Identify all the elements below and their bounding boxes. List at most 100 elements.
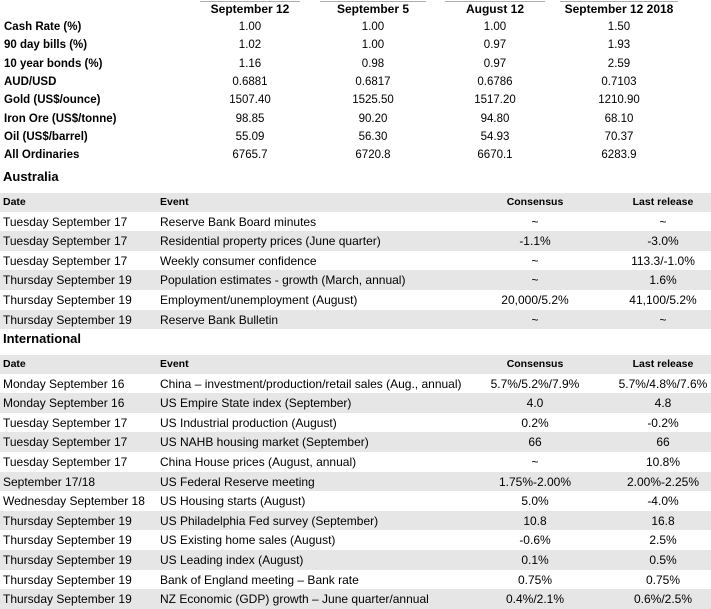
market-row-label: Oil (US$/barrel) bbox=[4, 130, 88, 143]
market-row-label: All Ordinaries bbox=[4, 149, 80, 162]
table-row: Tuesday September 17 Residential property… bbox=[0, 231, 711, 251]
row-last-release: 4.8 bbox=[654, 396, 672, 411]
header-last-release: Last release bbox=[632, 358, 694, 370]
market-value: 0.97 bbox=[483, 39, 507, 52]
header-date: Date bbox=[3, 358, 26, 370]
table-row: Thursday September 19 Reserve Bank Bullet… bbox=[0, 309, 711, 330]
market-value: 0.6817 bbox=[355, 75, 391, 88]
market-value: 56.30 bbox=[358, 130, 388, 143]
row-consensus: 0.1% bbox=[521, 553, 549, 567]
row-date: Thursday September 19 bbox=[3, 513, 132, 528]
row-consensus: ~ bbox=[531, 455, 539, 469]
row-event: US Industrial production (August) bbox=[160, 415, 337, 430]
row-date: Tuesday September 17 bbox=[3, 455, 128, 469]
row-date: Thursday September 19 bbox=[3, 273, 132, 288]
header-event: Event bbox=[160, 358, 189, 370]
market-row-label: Cash Rate (%) bbox=[4, 21, 82, 33]
row-date: Thursday September 19 bbox=[3, 592, 132, 607]
market-value: 1.50 bbox=[607, 21, 631, 33]
row-last-release: 1.6% bbox=[649, 273, 677, 288]
row-event: China House prices (August, annual) bbox=[160, 455, 357, 469]
market-value: 0.6881 bbox=[232, 75, 268, 88]
row-last-release: 0.6%/2.5% bbox=[633, 592, 693, 607]
row-date: Thursday September 19 bbox=[3, 312, 132, 327]
market-value: 1.00 bbox=[361, 39, 385, 52]
row-last-release: ~ bbox=[659, 312, 667, 327]
row-event: US Empire State index (September) bbox=[160, 396, 352, 411]
row-event: Weekly consumer confidence bbox=[160, 253, 317, 268]
row-last-release: 5.7%/4.8%/7.6% bbox=[618, 376, 708, 391]
row-event: US Housing starts (August) bbox=[160, 494, 306, 509]
market-row-label: Iron Ore (US$/tonne) bbox=[4, 112, 117, 125]
table-row: Thursday September 19 Population estimate… bbox=[0, 270, 711, 290]
market-value: 1517.20 bbox=[474, 94, 516, 107]
row-date: Thursday September 19 bbox=[3, 553, 132, 567]
row-event: Employment/unemployment (August) bbox=[160, 293, 358, 307]
row-last-release: -3.0% bbox=[647, 234, 679, 249]
row-consensus: ~ bbox=[531, 253, 539, 268]
section-title-international: International bbox=[3, 331, 82, 346]
row-consensus: 0.2% bbox=[521, 415, 549, 430]
market-col-header: September 5 bbox=[320, 1, 426, 18]
row-consensus: 10.8 bbox=[523, 513, 547, 528]
table-row: Tuesday September 17 US NAHB housing mark… bbox=[0, 432, 711, 452]
table-row: Thursday September 19 US Philadelphia Fed… bbox=[0, 510, 711, 531]
table-row: Monday September 16 China – investment/pr… bbox=[0, 374, 711, 394]
row-consensus: 20,000/5.2% bbox=[501, 293, 569, 307]
row-event: US Philadelphia Fed survey (September) bbox=[160, 513, 379, 528]
market-row-label: Gold (US$/ounce) bbox=[4, 94, 101, 107]
row-date: Monday September 16 bbox=[3, 376, 125, 391]
row-last-release: 2.00%-2.25% bbox=[626, 474, 700, 489]
table-header: Date Event Consensus Last release bbox=[0, 192, 711, 212]
market-value: 1.02 bbox=[238, 39, 262, 52]
market-value: 2.59 bbox=[607, 57, 631, 70]
table-row: Tuesday September 17 US Industrial produc… bbox=[0, 413, 711, 433]
table-header: Date Event Consensus Last release bbox=[0, 354, 711, 374]
header-date: Date bbox=[3, 196, 26, 208]
table-row: Thursday September 19 NZ Economic (GDP) g… bbox=[0, 589, 711, 609]
table-row: Thursday September 19 US Leading index (A… bbox=[0, 550, 711, 570]
row-consensus: 0.4%/2.1% bbox=[505, 592, 565, 607]
row-consensus: -1.1% bbox=[519, 234, 551, 249]
header-last-release: Last release bbox=[632, 196, 694, 208]
market-row: All Ordinaries 6765.7 6720.8 6670.1 6283.9 bbox=[0, 147, 711, 165]
market-value: 6720.8 bbox=[355, 149, 391, 162]
market-value: 0.7103 bbox=[601, 75, 637, 88]
row-event: NZ Economic (GDP) growth – June quarter/… bbox=[160, 592, 429, 607]
market-value: 1.16 bbox=[238, 57, 262, 70]
market-value: 98.85 bbox=[235, 112, 265, 125]
row-consensus: 0.75% bbox=[517, 572, 553, 587]
table-row: Thursday September 19 Employment/unemploy… bbox=[0, 290, 711, 310]
table-row: Tuesday September 17 Weekly consumer conf… bbox=[0, 251, 711, 271]
row-date: Monday September 16 bbox=[3, 396, 125, 411]
market-value: 1507.40 bbox=[229, 94, 271, 107]
row-last-release: -0.2% bbox=[647, 415, 679, 430]
row-date: Tuesday September 17 bbox=[3, 435, 128, 450]
row-last-release: ~ bbox=[659, 214, 667, 229]
header-consensus: Consensus bbox=[506, 196, 564, 208]
market-row-label: 10 year bonds (%) bbox=[4, 57, 103, 70]
market-value: 54.93 bbox=[480, 130, 510, 143]
market-value: 68.10 bbox=[604, 112, 634, 125]
market-indicators-table: September 12 September 5 August 12 Septe… bbox=[0, 0, 711, 168]
row-date: Thursday September 19 bbox=[3, 293, 132, 307]
market-value: 1.93 bbox=[607, 39, 631, 52]
row-event: Bank of England meeting – Bank rate bbox=[160, 572, 359, 587]
row-event: Population estimates - growth (March, an… bbox=[160, 273, 406, 288]
row-event: US Federal Reserve meeting bbox=[160, 474, 315, 489]
market-value: 70.37 bbox=[604, 130, 634, 143]
row-consensus: ~ bbox=[531, 273, 539, 288]
market-value: 6283.9 bbox=[601, 149, 637, 162]
row-consensus: 1.75%-2.00% bbox=[498, 474, 572, 489]
row-event: China – investment/production/retail sal… bbox=[160, 376, 462, 391]
row-date: Tuesday September 17 bbox=[3, 234, 128, 249]
market-value: 1.00 bbox=[483, 21, 507, 33]
row-date: Wednesday September 18 bbox=[3, 494, 145, 509]
row-consensus: ~ bbox=[531, 312, 539, 327]
market-value: 0.6786 bbox=[477, 75, 513, 88]
row-date: Tuesday September 17 bbox=[3, 214, 128, 229]
row-last-release: 113.3/-1.0% bbox=[631, 253, 695, 268]
market-row: Cash Rate (%) 1.00 1.00 1.00 1.50 bbox=[0, 19, 711, 37]
row-last-release: -4.0% bbox=[647, 494, 679, 509]
market-value: 0.97 bbox=[483, 57, 507, 70]
